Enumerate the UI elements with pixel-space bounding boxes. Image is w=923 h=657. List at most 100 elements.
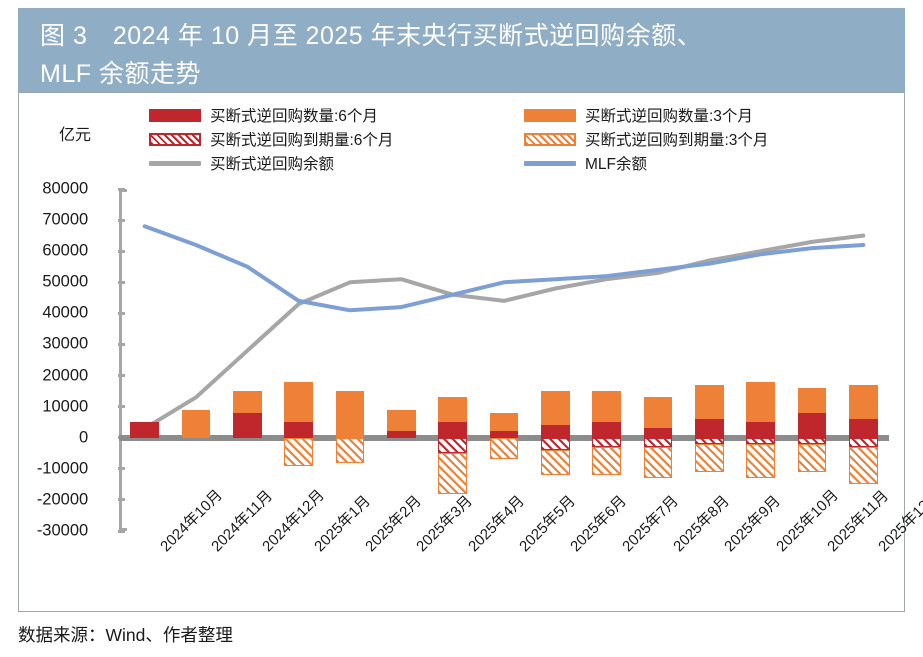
- bar-segment-mat6: [694, 437, 724, 444]
- y-axis-tick-label: 60000: [42, 241, 89, 260]
- legend-label: 买断式逆回购到期量:6个月: [210, 132, 394, 149]
- bar-negative: [746, 437, 776, 479]
- y-axis-tick: [118, 374, 125, 378]
- y-axis-tick: [118, 405, 125, 409]
- bar-segment-buy6: [643, 428, 673, 438]
- bar-negative: [489, 437, 519, 460]
- y-axis-tick: [118, 280, 125, 284]
- bar-segment-mat6: [643, 437, 673, 448]
- legend-item-balance[interactable]: 买断式逆回购余额: [149, 151, 509, 175]
- legend-label: 买断式逆回购到期量:3个月: [585, 132, 769, 149]
- bar-segment-mat3: [643, 447, 673, 479]
- bar-positive: [797, 387, 827, 438]
- x-axis-label: 2025年1月: [310, 492, 374, 556]
- x-axis-label: 2025年11月: [824, 487, 892, 556]
- bar-positive: [643, 397, 673, 438]
- legend-line-icon: [149, 160, 201, 166]
- bar-segment-buy6: [489, 431, 519, 438]
- y-axis-tick-label: 30000: [42, 334, 89, 353]
- bar-segment-buy6: [540, 425, 570, 438]
- y-axis-tick: [118, 311, 125, 315]
- x-axis-label: 2025年2月: [362, 492, 425, 556]
- bar-positive: [232, 391, 262, 438]
- y-axis-tick: [118, 218, 125, 222]
- bars-layer-positive: [119, 189, 889, 531]
- y-axis-tick-label: 20000: [42, 366, 89, 385]
- chart-legend: 买断式逆回购数量:6个月 买断式逆回购到期量:6个月 买断式逆回购余额 买断式逆…: [149, 103, 889, 175]
- legend-swatch-icon: [149, 132, 201, 146]
- bar-segment-buy3: [592, 391, 622, 423]
- bar-segment-buy6: [848, 419, 878, 438]
- bar-positive: [746, 381, 776, 438]
- legend-label: 买断式逆回购余额: [210, 156, 335, 173]
- bar-segment-mat6: [438, 437, 468, 454]
- y-axis-tick-label: -30000: [36, 521, 89, 540]
- y-axis-tick: [118, 498, 125, 502]
- legend-item-buy6[interactable]: 买断式逆回购数量:6个月: [149, 103, 509, 127]
- y-axis-top-cap: [119, 189, 127, 192]
- plot-area: 80000 70000 60000 50000 40000 30000 20000 10000…: [37, 180, 923, 556]
- x-axis-label: 2025年5月: [516, 492, 579, 556]
- bar-segment-buy3: [848, 384, 878, 420]
- bar-segment-buy3: [438, 397, 468, 423]
- y-axis-tick-label: -10000: [36, 459, 89, 478]
- y-axis-tick: [118, 249, 125, 253]
- bar-segment-buy3: [386, 409, 416, 432]
- bar-positive: [694, 384, 724, 438]
- bar-segment-buy3: [540, 391, 570, 426]
- y-axis-tick-label: 80000: [42, 179, 89, 198]
- bars-layer-negative: [119, 189, 889, 531]
- bar-segment-buy3: [797, 387, 827, 413]
- bar-positive: [386, 409, 416, 438]
- legend-item-buy3[interactable]: 买断式逆回购数量:3个月: [524, 103, 884, 127]
- bar-segment-mat3: [284, 437, 314, 466]
- bar-segment-mat3: [335, 437, 365, 463]
- bar-segment-buy3: [181, 409, 211, 438]
- bar-segment-mat3: [848, 447, 878, 485]
- bar-negative: [438, 437, 468, 494]
- chart-frame: 买断式逆回购数量:6个月 买断式逆回购到期量:6个月 买断式逆回购余额 买断式逆…: [18, 92, 923, 612]
- y-axis-tick-label: 70000: [42, 210, 89, 229]
- bar-segment-mat6: [797, 437, 827, 444]
- x-axis-label: 2024年12月: [259, 486, 329, 556]
- line-balance: [142, 233, 866, 431]
- bar-positive: [181, 409, 211, 438]
- legend-item-mat6[interactable]: 买断式逆回购到期量:6个月: [149, 127, 509, 151]
- bar-segment-buy3: [489, 412, 519, 432]
- x-axis-label: 2025年9月: [721, 492, 785, 556]
- bar-negative: [643, 437, 673, 479]
- bar-segment-mat3: [694, 443, 724, 472]
- y-axis-tick: [118, 529, 125, 533]
- bar-segment-mat3: [540, 450, 570, 475]
- bar-negative: [592, 437, 622, 475]
- y-axis-tick: [118, 187, 125, 191]
- line-mlf: [142, 224, 866, 313]
- y-axis-tick-label: -20000: [36, 490, 89, 509]
- line-series-layer: [142, 224, 866, 431]
- y-axis-line: [119, 189, 122, 531]
- bar-segment-mat3: [797, 443, 827, 472]
- x-axis-label: 2025年4月: [464, 492, 528, 556]
- bar-positive: [130, 422, 160, 438]
- legend-swatch-icon: [149, 108, 201, 122]
- bar-segment-buy6: [232, 412, 262, 438]
- y-axis-tick: [118, 342, 125, 346]
- legend-swatch-icon: [524, 132, 576, 146]
- x-axis-label: 2025年3月: [413, 492, 477, 556]
- bar-segment-buy6: [746, 422, 776, 438]
- bar-segment-mat3: [746, 443, 776, 479]
- y-axis-tick-label: 50000: [42, 272, 89, 291]
- x-axis-label: 2025年7月: [618, 492, 682, 556]
- legend-item-mlf[interactable]: MLF余额: [524, 151, 884, 175]
- bar-segment-buy6: [592, 422, 622, 438]
- bar-segment-buy6: [797, 412, 827, 438]
- legend-line-icon: [524, 160, 576, 166]
- bar-segment-mat6: [848, 437, 878, 448]
- bar-positive: [592, 391, 622, 438]
- bar-segment-buy6: [694, 419, 724, 438]
- legend-item-mat3[interactable]: 买断式逆回购到期量:3个月: [524, 127, 884, 151]
- bar-positive: [848, 384, 878, 438]
- bar-segment-mat3: [592, 447, 622, 475]
- bar-positive: [540, 391, 570, 438]
